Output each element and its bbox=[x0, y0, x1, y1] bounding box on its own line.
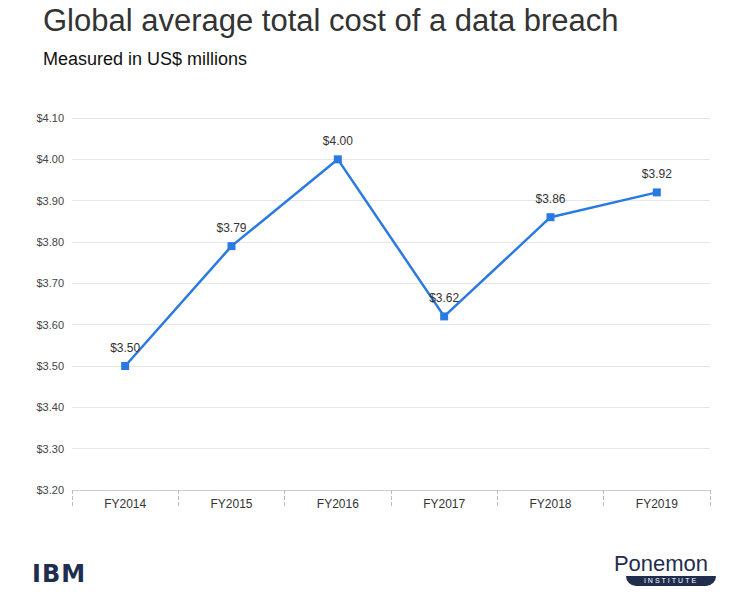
svg-text:$4.00: $4.00 bbox=[36, 153, 64, 165]
svg-text:$4.10: $4.10 bbox=[36, 112, 64, 124]
svg-text:FY2015: FY2015 bbox=[210, 497, 252, 511]
svg-text:$3.86: $3.86 bbox=[535, 192, 565, 206]
svg-text:FY2018: FY2018 bbox=[529, 497, 571, 511]
html-text:Ponemon: Ponemon bbox=[613, 551, 709, 576]
svg-text:$3.70: $3.70 bbox=[36, 277, 64, 289]
svg-text:FY2017: FY2017 bbox=[423, 497, 465, 511]
svg-text:$4.00: $4.00 bbox=[323, 134, 353, 148]
svg-text:FY2019: FY2019 bbox=[636, 497, 678, 511]
svg-text:$3.92: $3.92 bbox=[642, 167, 672, 181]
svg-text:$3.90: $3.90 bbox=[36, 195, 64, 207]
svg-text:FY2014: FY2014 bbox=[104, 497, 146, 511]
svg-text:$3.79: $3.79 bbox=[216, 221, 246, 235]
svg-text:$3.60: $3.60 bbox=[36, 319, 64, 331]
svg-text:$3.62: $3.62 bbox=[429, 291, 459, 305]
svg-text:$3.30: $3.30 bbox=[36, 443, 64, 455]
svg-text:FY2016: FY2016 bbox=[317, 497, 359, 511]
html-text:IBM: IBM bbox=[32, 560, 87, 588]
svg-text:$3.50: $3.50 bbox=[36, 360, 64, 372]
svg-text:$3.40: $3.40 bbox=[36, 401, 64, 413]
svg-text:$3.50: $3.50 bbox=[110, 341, 140, 355]
svg-text:$3.80: $3.80 bbox=[36, 236, 64, 248]
html-text:INSTITUTE: INSTITUTE bbox=[643, 577, 699, 584]
svg-text:Measured in US$ millions: Measured in US$ millions bbox=[43, 49, 247, 69]
svg-text:Global average total cost of a: Global average total cost of a data brea… bbox=[43, 3, 619, 38]
svg-text:$3.20: $3.20 bbox=[36, 484, 64, 496]
